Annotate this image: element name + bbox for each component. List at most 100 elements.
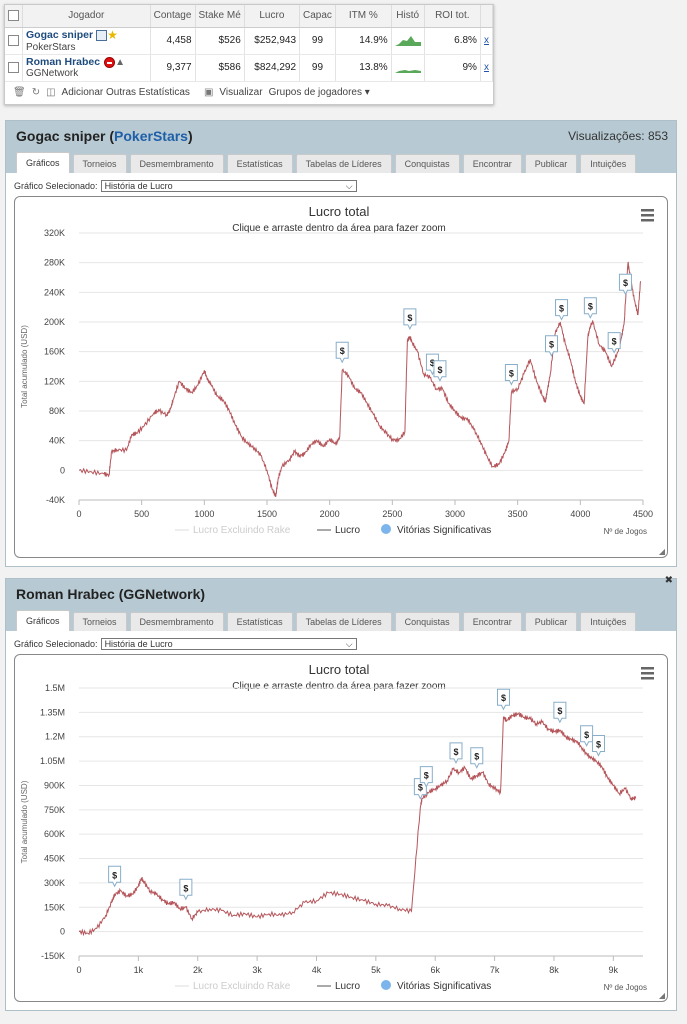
star-icon[interactable]: ★ <box>107 28 118 42</box>
row-select-cell[interactable] <box>5 54 23 82</box>
col-header-count[interactable]: Contage <box>150 5 196 28</box>
significant-win-marker[interactable]: $ <box>555 299 569 321</box>
significant-win-marker[interactable]: $ <box>496 688 510 711</box>
y-tick-label: 280K <box>44 258 65 268</box>
marker-flag <box>433 360 447 382</box>
player-name-link[interactable]: Gogac sniper <box>26 29 94 41</box>
menu-icon[interactable] <box>641 667 654 680</box>
remove-player-link[interactable]: x <box>483 35 489 46</box>
marker-symbol: $ <box>623 278 628 288</box>
tab-desmembramento[interactable]: Desmembramento <box>129 612 224 631</box>
marker-flag <box>403 308 417 330</box>
tab-publicar[interactable]: Publicar <box>524 154 578 173</box>
significant-win-marker[interactable]: $ <box>433 360 447 382</box>
tab-intuicoes[interactable]: Intuições <box>580 154 637 173</box>
select-all-checkbox[interactable] <box>8 10 19 22</box>
y-tick-label: 40K <box>49 436 65 446</box>
view-button[interactable]: Visualizar <box>219 87 263 98</box>
col-header-profit[interactable]: Lucro <box>244 5 301 28</box>
col-header-stake[interactable]: Stake Mé <box>195 5 245 28</box>
significant-win-marker[interactable]: $ <box>419 766 433 788</box>
legend-symbol-wins <box>381 980 391 990</box>
significant-win-marker[interactable]: $ <box>545 335 559 357</box>
tab-graficos[interactable]: Gráficos <box>16 610 70 631</box>
tab-graficos[interactable]: Gráficos <box>16 152 70 173</box>
col-header-roi[interactable]: ROI tot. <box>424 5 481 28</box>
add-stats-button[interactable]: Adicionar Outras Estatísticas <box>61 87 190 98</box>
significant-win-marker[interactable]: $ <box>403 308 417 330</box>
player-name-link[interactable]: Roman Hrabec <box>26 56 101 68</box>
resize-handle-icon[interactable]: ◢ <box>658 991 665 1000</box>
marker-symbol: $ <box>453 747 458 757</box>
col-header-capacity[interactable]: Capac <box>299 5 336 28</box>
chart-title: Lucro total <box>309 662 370 677</box>
tab-conquistas[interactable]: Conquistas <box>394 612 460 631</box>
panel-header: Gogac sniper (PokerStars) Visualizações:… <box>6 121 676 151</box>
panel-body: Gráfico Selecionado: História de Lucro ⌵ … <box>6 173 676 566</box>
marker-flag <box>335 341 349 364</box>
significant-win-marker[interactable]: $ <box>591 735 605 757</box>
tab-publicar[interactable]: Publicar <box>524 612 578 631</box>
remove-player-link[interactable]: x <box>483 62 489 73</box>
table-row[interactable]: Gogac sniper ★ PokerStars 4,458 $526 $25… <box>5 27 494 55</box>
player-groups-dropdown[interactable]: Grupos de jogadores ▾ <box>269 87 370 98</box>
profit-chart[interactable]: Lucro total Clique e arraste dentro da ár… <box>15 197 663 557</box>
col-header-player[interactable]: Jogador <box>22 5 151 28</box>
tab-torneios[interactable]: Torneios <box>72 154 127 173</box>
col-header-history[interactable]: Histó <box>391 5 425 28</box>
user-icon[interactable]: ▲ <box>115 56 126 68</box>
tab-conquistas[interactable]: Conquistas <box>394 154 460 173</box>
significant-win-marker[interactable]: $ <box>179 878 193 901</box>
row-select-cell[interactable] <box>5 27 23 55</box>
menu-icon-bar <box>641 209 654 212</box>
notes-icon[interactable] <box>96 29 108 41</box>
tab-tabelas-lideres[interactable]: Tabelas de Líderes <box>295 612 392 631</box>
close-icon[interactable]: ✖ <box>664 575 673 586</box>
chart-container[interactable]: Lucro total Clique e arraste dentro da ár… <box>14 654 668 1002</box>
marker-symbol: $ <box>588 302 593 312</box>
col-header-itm[interactable]: ITM % <box>335 5 392 28</box>
profit-chart[interactable]: Lucro total Clique e arraste dentro da ár… <box>15 655 663 1001</box>
tab-encontrar[interactable]: Encontrar <box>462 154 522 173</box>
tab-torneios[interactable]: Torneios <box>72 612 127 631</box>
row-checkbox[interactable] <box>8 61 19 73</box>
marker-flag <box>545 335 559 357</box>
significant-win-marker[interactable]: $ <box>108 865 122 888</box>
marker-symbol: $ <box>584 730 589 740</box>
significant-win-marker[interactable]: $ <box>618 273 632 296</box>
trash-icon[interactable]: 🗑 <box>13 87 26 98</box>
significant-win-marker[interactable]: $ <box>335 341 349 364</box>
chart-selector-dropdown[interactable]: História de Lucro ⌵ <box>100 638 357 650</box>
significant-win-marker[interactable]: $ <box>607 332 621 354</box>
count-cell: 9,377 <box>150 54 196 82</box>
significant-win-marker[interactable]: $ <box>583 297 597 319</box>
significant-win-marker[interactable]: $ <box>504 363 518 386</box>
chart-container[interactable]: Lucro total Clique e arraste dentro da ár… <box>14 196 668 558</box>
table-row[interactable]: Roman Hrabec ▲ GGNetwork 9,377 $586 $824… <box>5 54 494 82</box>
significant-win-marker[interactable]: $ <box>470 747 484 769</box>
resize-handle-icon[interactable]: ◢ <box>658 547 665 556</box>
y-tick-label: 750K <box>44 805 65 815</box>
significant-win-marker[interactable]: $ <box>553 701 567 724</box>
tab-estatisticas[interactable]: Estatísticas <box>226 154 293 173</box>
select-all-cell[interactable] <box>5 5 23 28</box>
tab-intuicoes[interactable]: Intuições <box>580 612 637 631</box>
panel-tabs: Gráficos Torneios Desmembramento Estatís… <box>6 151 676 173</box>
refresh-icon[interactable]: ↻ <box>31 87 41 98</box>
table-toolbar: 🗑 ↻ ◫ Adicionar Outras Estatísticas ▣ Vi… <box>5 82 493 104</box>
significant-win-marker[interactable]: $ <box>580 725 594 747</box>
significant-win-marker[interactable]: $ <box>449 742 463 764</box>
tab-estatisticas[interactable]: Estatísticas <box>226 612 293 631</box>
marker-symbol: $ <box>112 870 117 880</box>
tab-tabelas-lideres[interactable]: Tabelas de Líderes <box>295 154 392 173</box>
player-panel-gogac: Gogac sniper (PokerStars) Visualizações:… <box>5 120 677 567</box>
blocked-icon[interactable] <box>104 56 116 68</box>
tab-desmembramento[interactable]: Desmembramento <box>129 154 224 173</box>
y-tick-label: 320K <box>44 228 65 238</box>
chart-selector-dropdown[interactable]: História de Lucro ⌵ <box>100 180 357 192</box>
panel-network-link[interactable]: PokerStars <box>114 128 188 144</box>
menu-icon[interactable] <box>641 209 654 222</box>
remove-cell: x <box>480 54 494 82</box>
tab-encontrar[interactable]: Encontrar <box>462 612 522 631</box>
row-checkbox[interactable] <box>8 34 19 46</box>
